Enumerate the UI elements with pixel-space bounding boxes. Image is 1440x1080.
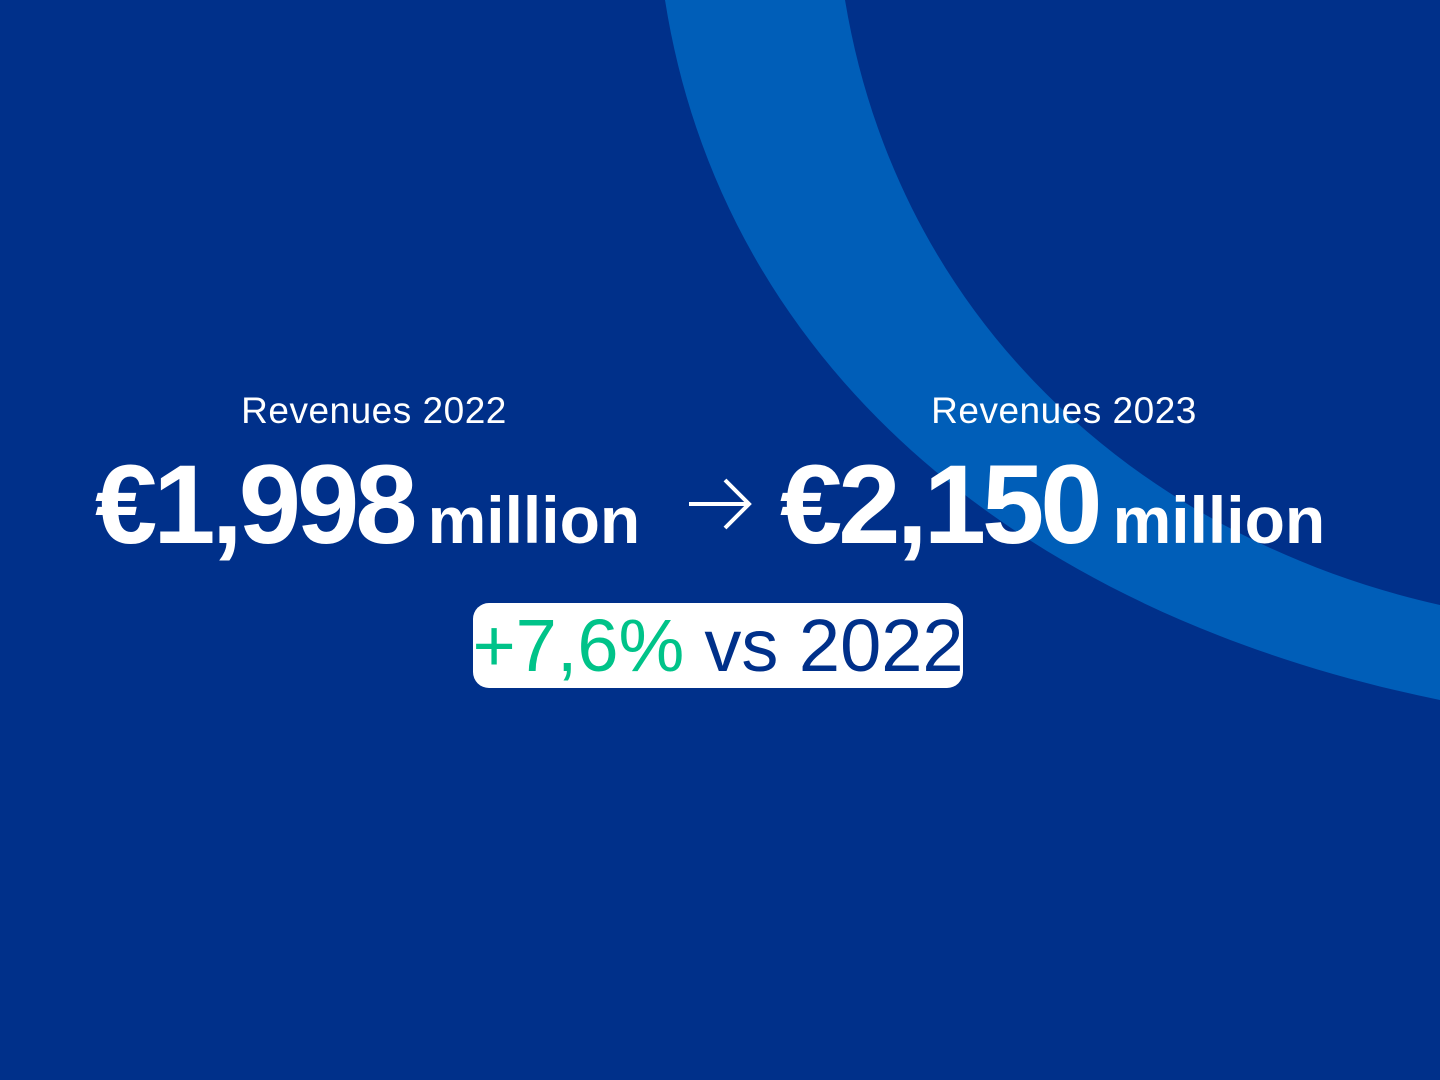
revenue-2023-value: €2,150 million xyxy=(780,440,1325,569)
revenue-2023-unit: million xyxy=(1112,483,1326,557)
comparison-text: vs 2022 xyxy=(704,604,964,687)
growth-badge: +7,6% vs 2022 xyxy=(472,603,964,688)
growth-percentage: +7,6% xyxy=(472,604,685,687)
arrow-right-icon xyxy=(689,478,752,530)
revenue-2022-amount: €1,998 xyxy=(95,442,418,567)
revenue-2022-unit: million xyxy=(427,483,641,557)
revenue-2022-value: €1,998 million xyxy=(95,440,640,569)
revenue-2023-amount: €2,150 xyxy=(780,442,1103,567)
revenue-2023-label: Revenues 2023 xyxy=(931,390,1197,431)
revenue-2022-label: Revenues 2022 xyxy=(241,390,507,431)
